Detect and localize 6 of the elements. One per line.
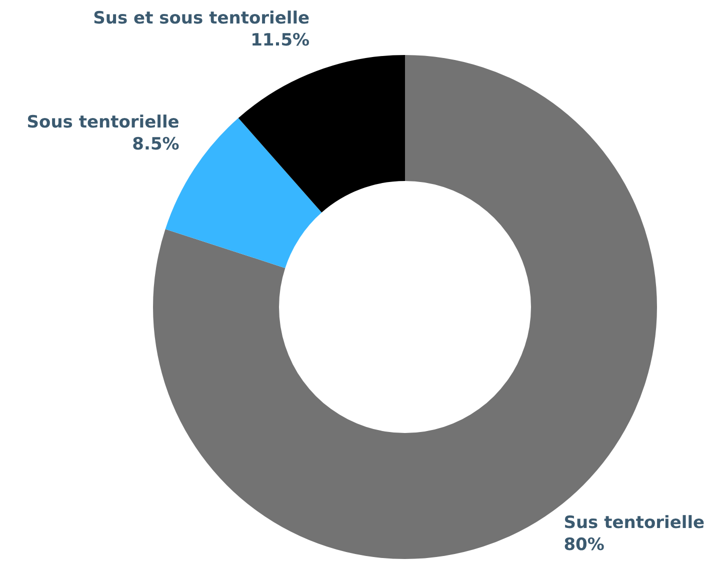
data-label: 11.5% xyxy=(250,30,310,50)
data-label: 80% xyxy=(564,534,604,555)
data-label: 8.5% xyxy=(132,134,180,155)
slice-label: Sus tentorielle xyxy=(564,512,705,533)
slice-label: Sus et sous tentorielle xyxy=(93,8,310,28)
slice-label: Sous tentorielle xyxy=(26,112,180,133)
